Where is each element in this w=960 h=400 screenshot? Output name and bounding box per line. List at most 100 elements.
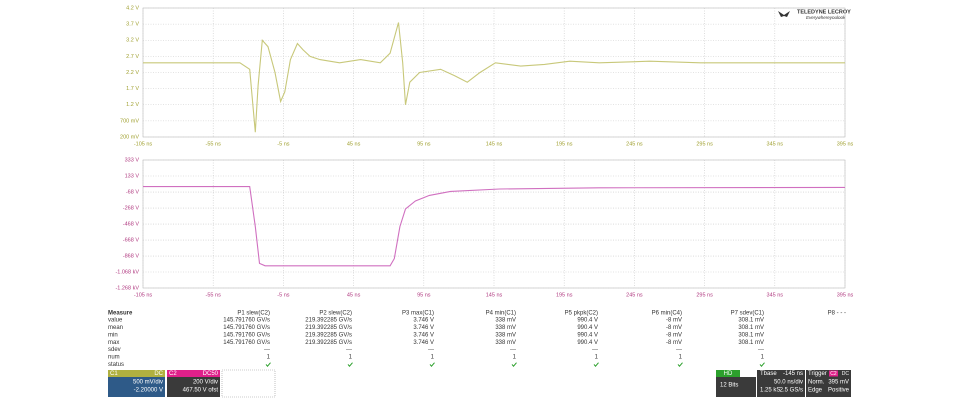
logo-icon — [778, 11, 790, 17]
x-tick-label: -5 ns — [277, 141, 289, 147]
trigger-type: Edge — [808, 388, 823, 394]
trigger-source: C2 — [830, 371, 837, 377]
measure-cell: 308.1 mV — [738, 332, 764, 338]
measure-cell: --- — [264, 347, 270, 353]
measure-cell: -8 mV — [666, 325, 682, 331]
measure-cell: 990.4 V — [577, 340, 598, 346]
y-tick-label: -268 V — [123, 206, 140, 212]
measure-row-label: num — [108, 355, 120, 361]
channel-name: C1 — [110, 371, 118, 377]
acquisition-body — [716, 377, 756, 397]
logo-brand: TELEDYNE LECROY — [797, 9, 851, 15]
x-tick-label: -55 ns — [206, 141, 222, 147]
timebase-delay: -145 ns — [783, 371, 803, 377]
measure-cell: 338 mV — [495, 340, 516, 346]
measure-cell: 219.392285 GV/s — [305, 340, 352, 346]
y-tick-label: -1.068 kV — [115, 269, 139, 275]
measure-cell: 338 mV — [495, 332, 516, 338]
status-check — [593, 362, 599, 367]
status-check — [677, 362, 683, 367]
channel-offset: -2.20000 V — [134, 388, 163, 394]
measure-cell: 3.746 V — [413, 318, 434, 324]
acquisition-box[interactable]: HD 12 Bits — [716, 370, 756, 397]
measure-cell: 990.4 V — [577, 318, 598, 324]
measure-cell: 219.392285 GV/s — [305, 318, 352, 324]
logo-tagline: Everywhereyoulook — [806, 15, 846, 20]
x-tick-label: 145 ns — [486, 141, 503, 147]
channel-offset: 467.50 V ofst — [183, 388, 219, 394]
measure-cell: 990.4 V — [577, 332, 598, 338]
x-tick-label: 245 ns — [626, 292, 643, 298]
measure-cell: 1 — [513, 355, 517, 361]
trigger-slope: Positive — [828, 388, 850, 394]
channel-vdiv: 200 V/div — [193, 380, 218, 386]
measure-cell: 338 mV — [495, 325, 516, 331]
measure-cell: --- — [428, 347, 434, 353]
y-tick-label: -468 V — [123, 221, 140, 227]
y-tick-label: 2.7 V — [126, 54, 139, 60]
measure-header: P7 sdev(C1) — [731, 311, 764, 317]
x-tick-label: -105 ns — [134, 141, 153, 147]
measure-cell: 3.746 V — [413, 332, 434, 338]
x-tick-label: 145 ns — [486, 292, 503, 298]
trigger-source-badge — [829, 370, 838, 377]
channel-c1[interactable]: C1 DC 500 mV/div -2.20000 V — [108, 370, 165, 397]
status-check — [347, 362, 353, 367]
channel-c2[interactable]: C2 DC50 200 V/div 467.50 V ofst — [167, 370, 220, 397]
x-tick-label: 295 ns — [696, 292, 713, 298]
status-check — [759, 362, 765, 367]
measure-cell: 219.392285 GV/s — [305, 325, 352, 331]
measure-row-label: status — [108, 362, 124, 368]
measure-cell: --- — [346, 347, 352, 353]
measure-header: P1 slew(C2) — [237, 311, 270, 317]
trigger-level: 395 mV — [828, 380, 849, 386]
empty-channel-slot[interactable] — [221, 369, 276, 398]
x-tick-label: 295 ns — [696, 141, 713, 147]
y-tick-label: 1.7 V — [126, 86, 139, 92]
x-tick-label: -55 ns — [206, 292, 222, 298]
logo: TELEDYNE LECROY Everywhereyoulook — [778, 9, 851, 20]
measure-cell: 1 — [761, 355, 765, 361]
measure-cell: --- — [510, 347, 516, 353]
measure-row-label: min — [108, 332, 118, 338]
measure-header: P5 pkpk(C2) — [565, 311, 598, 317]
x-tick-label: 195 ns — [556, 141, 573, 147]
y-tick-label: 200 mV — [120, 134, 139, 140]
y-tick-label: -68 V — [126, 190, 139, 196]
measure-cell: 1 — [595, 355, 599, 361]
x-tick-label: 395 ns — [837, 141, 854, 147]
hd-badge — [716, 370, 740, 377]
y-tick-label: 1.2 V — [126, 102, 139, 108]
measure-cell: 3.746 V — [413, 340, 434, 346]
channel-name: C2 — [169, 371, 177, 377]
y-tick-label: -668 V — [123, 237, 140, 243]
status-check — [265, 362, 271, 367]
acquisition-mode: HD — [724, 371, 733, 377]
y-tick-label: 333 V — [125, 157, 140, 163]
trigger-box[interactable]: Trigger C2 DC 395 mV Norm. Edge Positive — [806, 370, 851, 397]
x-tick-label: 195 ns — [556, 292, 573, 298]
x-tick-label: 95 ns — [417, 141, 431, 147]
channel-coupling: DC — [154, 371, 163, 377]
x-tick-label: -5 ns — [277, 292, 289, 298]
x-tick-label: 345 ns — [767, 141, 784, 147]
x-tick-label: 45 ns — [347, 292, 361, 298]
channel-coupling: DC50 — [203, 371, 219, 377]
y-tick-label: 3.2 V — [126, 38, 139, 44]
timebase-label: Tbase — [760, 371, 777, 377]
measure-header: P4 min(C1) — [486, 311, 516, 317]
measure-cell: --- — [758, 347, 764, 353]
y-tick-label: -1.268 kV — [115, 285, 139, 291]
measure-cell: -8 mV — [666, 318, 682, 324]
trigger-body — [806, 370, 851, 397]
y-tick-label: 700 mV — [120, 118, 139, 124]
timebase-samples: 1.25 kS — [760, 388, 780, 394]
measure-title: Measure — [108, 311, 133, 317]
x-tick-label: -105 ns — [134, 292, 153, 298]
measure-row-label: max — [108, 340, 119, 346]
timebase-box[interactable]: Tbase -145 ns 50.0 ns/div 1.25 kS 2.5 GS… — [757, 370, 805, 397]
measure-cell: 308.1 mV — [738, 318, 764, 324]
measure-cell: -8 mV — [666, 332, 682, 338]
measure-cell: 1 — [349, 355, 353, 361]
